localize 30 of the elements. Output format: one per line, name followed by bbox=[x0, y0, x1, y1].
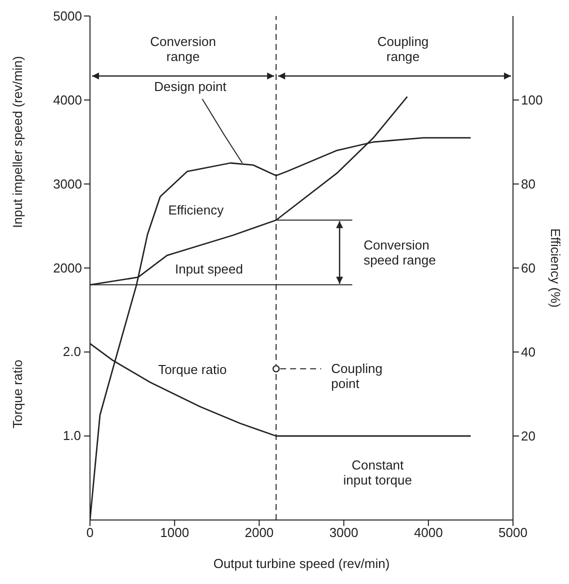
y-tick-label: 2000 bbox=[53, 260, 82, 276]
series-label: Input speed bbox=[174, 261, 243, 276]
x-tick-label: 3000 bbox=[329, 525, 358, 540]
annotation: Constant input torque bbox=[343, 458, 412, 488]
ref-line-label: Conversion speed range bbox=[364, 237, 436, 268]
x-axis-title: Output turbine speed (rev/min) bbox=[213, 556, 390, 571]
x-tick-label: 2000 bbox=[244, 525, 274, 540]
y3-tick-label: 2.0 bbox=[62, 344, 81, 359]
y-tick-label: 3000 bbox=[53, 176, 82, 192]
y2-tick-label: 80 bbox=[521, 176, 536, 192]
annotation: Coupling range bbox=[377, 34, 429, 64]
annotation: Design point bbox=[154, 79, 227, 94]
y2-tick-label: 100 bbox=[521, 92, 543, 108]
y2-tick-label: 40 bbox=[521, 344, 536, 360]
y-axis-title: Input impeller speed (rev/min) bbox=[10, 56, 25, 228]
y2-axis-title: Efficiency (%) bbox=[548, 228, 563, 308]
legend-label: Coupling point bbox=[331, 360, 382, 391]
series-label: Torque ratio bbox=[158, 362, 227, 378]
y-tick-label: 5000 bbox=[53, 8, 82, 24]
x-tick-label: 0 bbox=[86, 525, 94, 540]
x-tick-label: 1000 bbox=[160, 525, 190, 540]
annotation: Conversion range bbox=[150, 34, 216, 64]
y-tick-label: 4000 bbox=[53, 92, 82, 108]
y3-axis-title: Torque ratio bbox=[10, 360, 25, 428]
y3-tick-label: 1.0 bbox=[62, 428, 81, 443]
y2-tick-label: 20 bbox=[521, 428, 536, 444]
y2-tick-label: 60 bbox=[521, 260, 536, 276]
x-tick-label: 4000 bbox=[414, 525, 443, 540]
x-tick-label: 5000 bbox=[498, 525, 528, 540]
series-label: Efficiency bbox=[168, 202, 224, 218]
